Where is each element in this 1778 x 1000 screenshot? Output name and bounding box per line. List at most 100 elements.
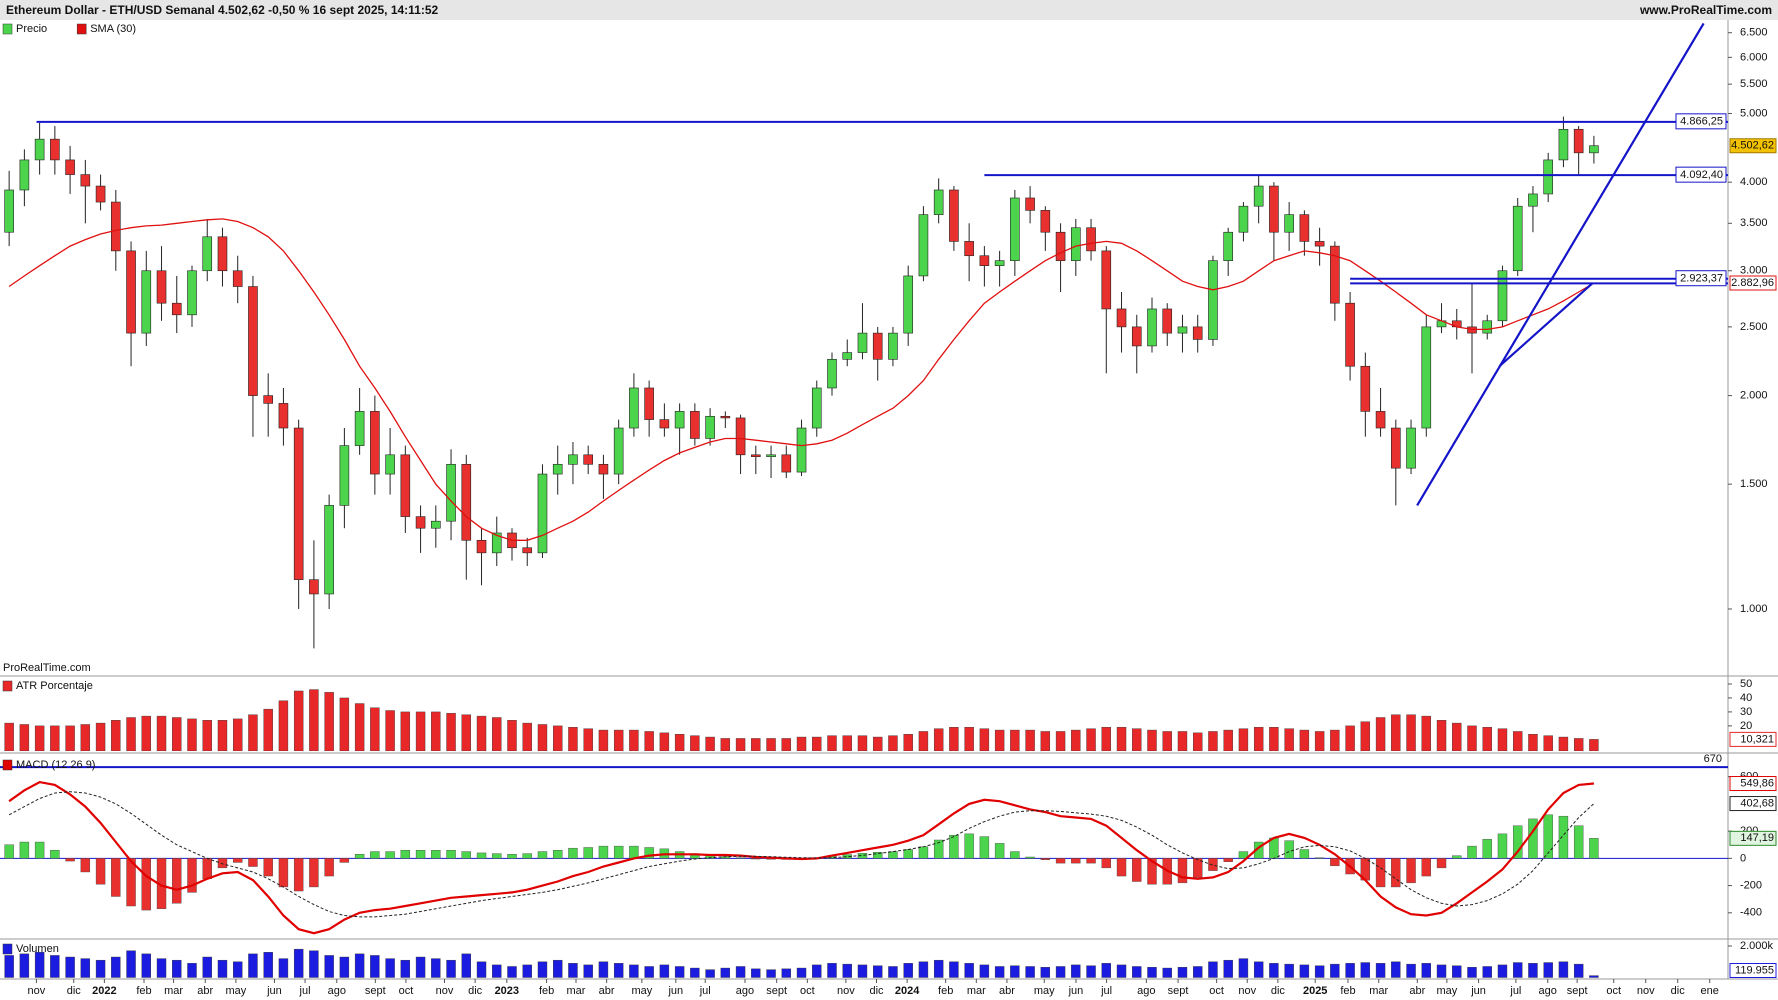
histogram-bar [1406,858,1416,884]
histogram-bar [522,853,532,859]
x-tick-label: may [631,985,652,997]
candle-body [1055,231,1066,261]
histogram-bar [202,858,212,879]
bar [1467,725,1477,751]
histogram-bar [354,854,365,859]
candle-body [751,454,761,457]
bar [1055,731,1066,751]
bar [1543,962,1553,978]
histogram-bar [1299,849,1310,859]
candle-body [19,159,30,191]
bar [19,953,30,978]
bar [1101,727,1111,751]
histogram-bar [461,851,471,859]
bar [324,692,334,751]
bar [1558,961,1569,978]
bar [202,720,212,751]
level-label-box [1675,113,1727,130]
bar [873,965,883,978]
candle-body [4,189,14,233]
bar [766,738,776,751]
bar [1101,963,1111,978]
bar [1314,731,1325,751]
x-tick-label: abr [999,985,1015,997]
x-tick-label: jun [1068,985,1084,997]
bar [644,966,654,978]
bar [233,961,243,978]
x-tick-label: feb [1340,985,1355,997]
histogram-bar [34,841,45,859]
legend-label: MACD (12 26 9) [16,759,95,771]
bar [690,967,700,978]
bar [1482,727,1492,751]
trendline [1416,22,1705,506]
x-tick-label: ene [1701,985,1719,997]
bar [888,735,898,751]
bar [1253,727,1264,751]
bar [278,958,289,978]
bar [476,961,487,978]
x-tick-label: jul [699,985,711,997]
bar [812,736,822,751]
histogram-bar [1177,858,1188,884]
histogram-bar [1116,858,1127,877]
histogram-bar [1193,858,1203,878]
candle-body [461,463,472,541]
bar [674,734,685,751]
histogram-bar [172,858,182,904]
x-tick-label: jul [1100,985,1112,997]
candle-body [385,454,395,475]
candle-body [781,454,792,473]
bar [1528,734,1538,751]
candle-body [1223,231,1233,261]
candle-body [720,415,731,419]
bar [1573,738,1584,751]
candle-body [278,403,289,429]
bar [248,714,258,751]
candle-body [1314,241,1325,247]
x-tick-label: nov [1238,985,1256,997]
bar [522,722,532,751]
histogram-bar [111,858,121,897]
bar [598,961,609,978]
histogram-bar [888,851,898,859]
histogram-bar [1314,857,1325,859]
bar [1086,728,1096,751]
bar [172,959,182,978]
x-tick-label: ago [1137,985,1155,997]
x-tick-label: oct [1606,985,1621,997]
bar [553,725,563,751]
x-tick-label: dic [1271,985,1286,997]
histogram-bar [1375,858,1386,888]
x-tick-label: jun [667,985,683,997]
bar [888,966,898,978]
candle-body [1040,210,1051,233]
candle-body [735,417,746,456]
bar [1436,964,1447,978]
candle-body [994,260,1005,266]
value-tag: 119.955 [1735,964,1774,976]
bar [1040,967,1051,978]
bar [735,738,746,751]
bar [720,738,731,751]
bar [1589,739,1599,751]
x-tick-label: jul [1509,985,1521,997]
candle-body [111,201,121,252]
bar [1162,731,1172,751]
bar [126,717,136,751]
bar [613,963,624,978]
value-tag: 4.502,62 [1731,140,1774,152]
x-tick-label: sept [1567,985,1588,997]
bar [1360,962,1371,978]
level-label-box [1675,270,1727,287]
bar [583,728,593,751]
bar [613,729,624,751]
x-tick-label: 2025 [1303,985,1327,997]
candle-body [583,454,593,465]
bar [1375,717,1386,751]
panel [4,22,1728,649]
bar [507,720,517,751]
candle-body [34,138,45,161]
bar [735,966,746,978]
candle-body [1086,227,1096,252]
